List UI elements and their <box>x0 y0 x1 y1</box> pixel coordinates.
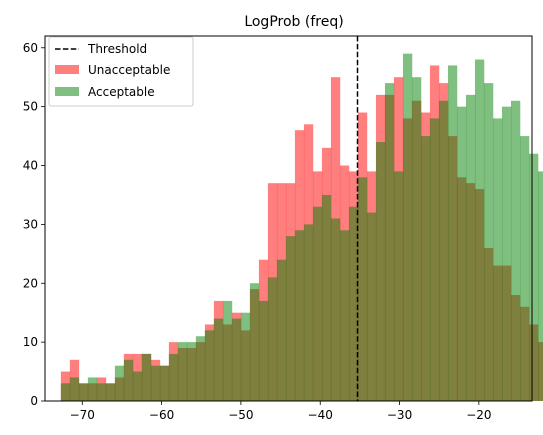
acceptable-bar <box>141 353 152 401</box>
acceptable-bar <box>321 194 332 401</box>
y-axis: 0 10 20 30 40 50 60 <box>23 41 45 408</box>
acceptable-bar <box>411 77 422 402</box>
acceptable-bar <box>114 365 125 401</box>
acceptable-bar <box>96 383 107 401</box>
acceptable-bar <box>438 100 449 401</box>
y-tick-label: 60 <box>23 41 38 55</box>
legend-box <box>48 36 194 107</box>
y-tick-label: 50 <box>23 100 38 114</box>
y-tick-label: 10 <box>23 335 38 349</box>
acceptable-bar <box>294 230 305 401</box>
y-tick-label: 30 <box>23 217 38 231</box>
acceptable-bar <box>267 277 278 401</box>
acceptable-bar <box>357 177 368 401</box>
acceptable-bar <box>465 94 476 402</box>
acceptable-bar <box>132 371 143 401</box>
acceptable-bar <box>69 377 80 401</box>
acceptable-bar <box>168 353 179 401</box>
acceptable-bar <box>501 106 512 402</box>
acceptable-bar <box>537 171 543 401</box>
acceptable-bar <box>150 365 161 401</box>
x-tick-label: −50 <box>228 408 253 422</box>
acceptable-bar <box>510 100 521 401</box>
acceptable-bar <box>240 312 251 401</box>
acceptable-bar <box>348 206 359 401</box>
acceptable-bar <box>258 300 269 401</box>
acceptable-bar <box>312 206 323 401</box>
acceptable-bar <box>186 342 197 401</box>
acceptable-bar <box>249 283 260 401</box>
chart-title: LogProb (freq) <box>244 14 343 30</box>
acceptable-bar <box>159 365 170 401</box>
legend-acceptable-label: Acceptable <box>88 85 155 99</box>
x-tick-label: −70 <box>70 408 95 422</box>
acceptable-bar <box>222 300 233 401</box>
acceptable-bar <box>177 342 188 401</box>
acceptable-bar <box>402 53 413 401</box>
legend-threshold-label: Threshold <box>87 42 147 56</box>
x-tick-label: −60 <box>149 408 174 422</box>
acceptable-bar <box>366 212 377 401</box>
x-axis: −70 −60 −50 −40 −30 −20 <box>70 401 492 422</box>
y-tick-label: 0 <box>30 394 38 408</box>
x-tick-label: −30 <box>387 408 412 422</box>
y-tick-label: 40 <box>23 159 38 173</box>
legend-acceptable-swatch <box>55 87 79 96</box>
legend-unacceptable-swatch <box>55 65 79 74</box>
acceptable-bar <box>105 383 116 401</box>
acceptable-bar <box>492 118 503 402</box>
acceptable-bar <box>474 59 485 402</box>
acceptable-bar <box>195 336 206 401</box>
acceptable-bar <box>519 136 530 401</box>
y-tick-label: 20 <box>23 276 38 290</box>
acceptable-bar <box>384 83 395 401</box>
axes-frame <box>44 35 533 402</box>
acceptable-bar <box>483 83 494 401</box>
acceptable-bar <box>339 230 350 401</box>
acceptable-bar <box>429 118 440 402</box>
acceptable-bar <box>123 359 134 401</box>
x-tick-label: −40 <box>308 408 333 422</box>
acceptable-bar <box>276 259 287 401</box>
x-tick-label: −20 <box>466 408 491 422</box>
acceptable-bar <box>375 141 386 401</box>
acceptable-series <box>60 53 543 402</box>
acceptable-bar <box>303 224 314 401</box>
acceptable-bar <box>60 383 71 401</box>
acceptable-bar <box>78 383 89 401</box>
acceptable-bar <box>213 318 224 401</box>
acceptable-bar <box>420 136 431 401</box>
acceptable-bar <box>330 218 341 401</box>
legend-unacceptable-label: Unacceptable <box>88 63 170 77</box>
acceptable-bar <box>447 65 458 401</box>
acceptable-bar <box>204 330 215 401</box>
acceptable-bar <box>393 171 404 401</box>
acceptable-bar <box>285 236 296 401</box>
legend: Threshold Unacceptable Acceptable <box>48 36 194 107</box>
acceptable-bar <box>456 106 467 402</box>
acceptable-bar <box>528 153 539 401</box>
acceptable-bar <box>231 318 242 401</box>
acceptable-bar <box>87 377 98 401</box>
